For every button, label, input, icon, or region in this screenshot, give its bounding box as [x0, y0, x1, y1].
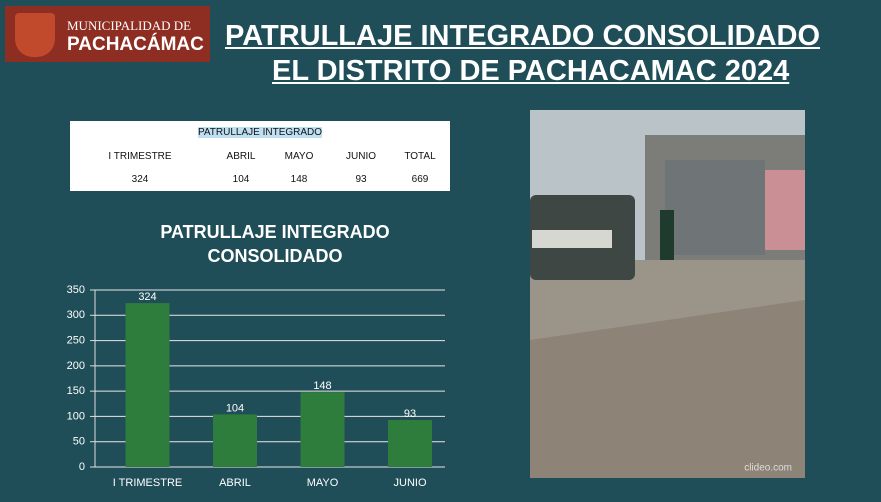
bar	[301, 392, 345, 467]
bar	[126, 303, 170, 467]
y-tick-label: 0	[79, 461, 85, 473]
y-tick-label: 350	[67, 284, 85, 296]
photo-drawing: clideo.com	[530, 110, 805, 478]
y-tick-label: 300	[67, 309, 85, 321]
y-tick-label: 100	[67, 410, 85, 422]
photo: clideo.com	[530, 110, 805, 478]
watermark: clideo.com	[744, 463, 792, 474]
y-tick-label: 200	[67, 360, 85, 372]
data-label: 93	[404, 408, 416, 420]
y-tick-label: 250	[67, 334, 85, 346]
data-label: 324	[138, 291, 156, 303]
slide: MUNICIPALIDAD DE PACHACÁMAC PATRULLAJE I…	[0, 0, 881, 502]
x-tick-label: ABRIL	[219, 477, 251, 489]
data-label: 148	[313, 380, 331, 392]
x-tick-label: I TRIMESTRE	[113, 477, 182, 489]
bar	[388, 420, 432, 467]
x-tick-label: MAYO	[307, 477, 339, 489]
y-tick-label: 50	[73, 436, 85, 448]
bar	[213, 414, 257, 467]
y-tick-label: 150	[67, 385, 85, 397]
data-label: 104	[226, 402, 244, 414]
x-tick-label: JUNIO	[394, 477, 427, 489]
